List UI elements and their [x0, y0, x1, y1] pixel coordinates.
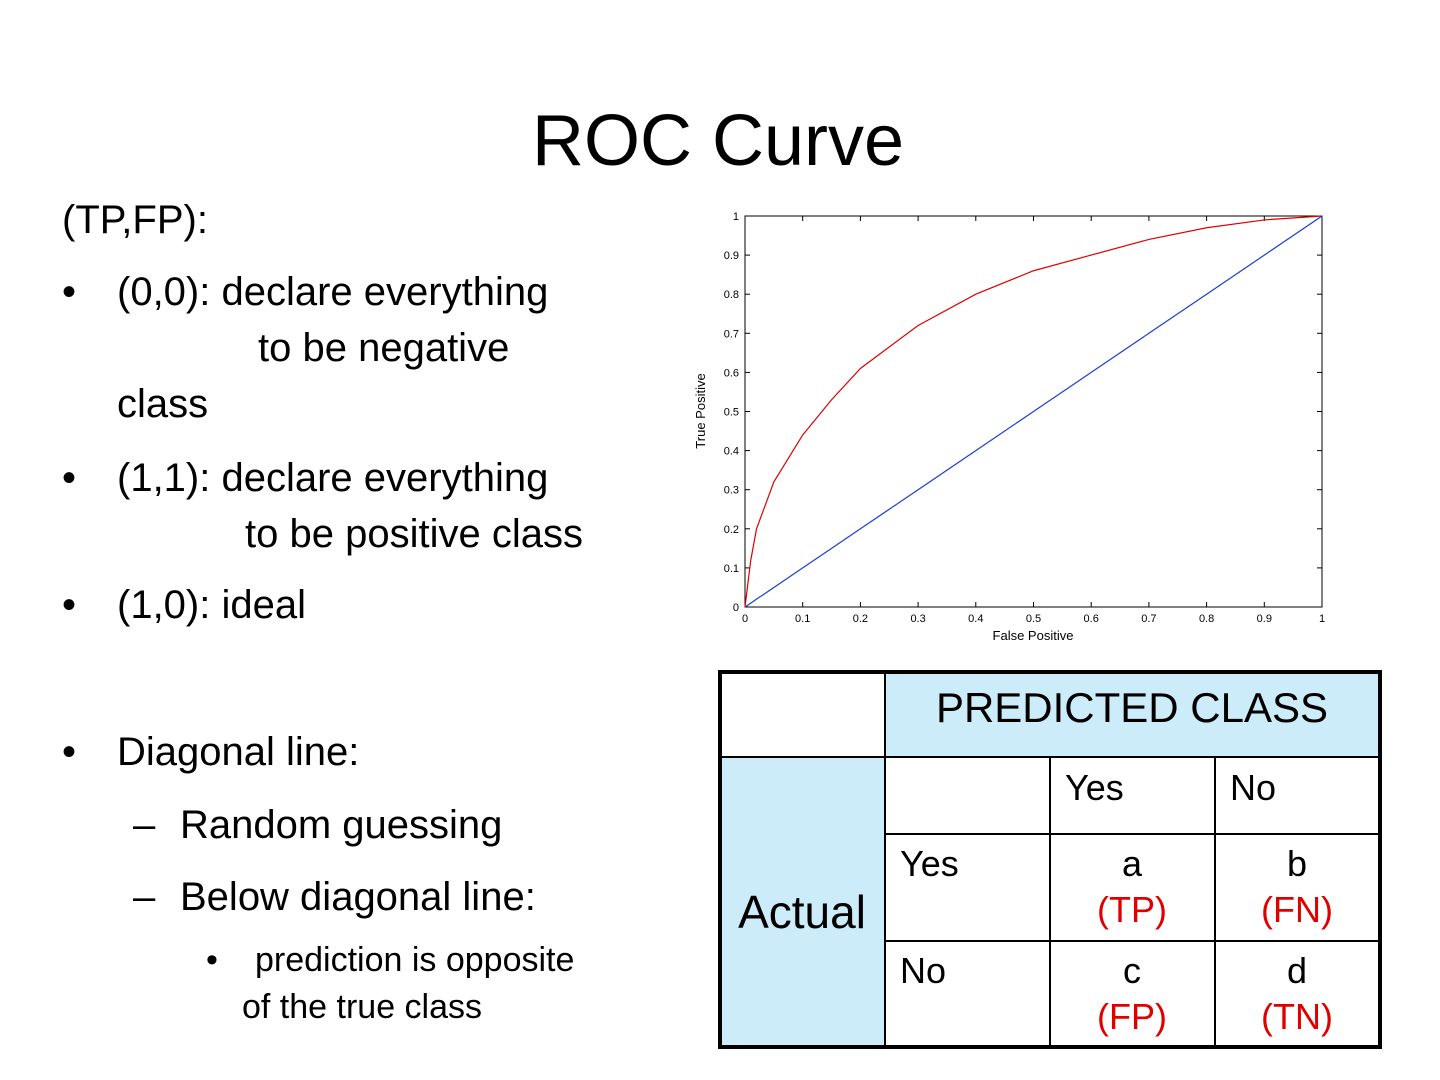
y-tick-label: 0.7	[724, 328, 739, 340]
row-header: Actual	[738, 886, 866, 938]
table-header: PREDICTED CLASS	[936, 684, 1328, 731]
row-label: No	[900, 950, 946, 991]
y-axis-label: True Positive	[693, 373, 708, 448]
y-tick-label: 0.2	[724, 524, 739, 536]
sub-bullet-text: Random guessing	[180, 803, 502, 847]
confusion-table: PREDICTED CLASS Actual Yes No Yes No a (…	[718, 670, 1382, 1049]
row-label: Yes	[900, 843, 959, 884]
series-line	[744, 215, 1323, 608]
y-tick-label: 0.9	[724, 250, 739, 262]
y-tick-label: 1	[733, 211, 739, 223]
x-axis-label: False Positive	[993, 628, 1074, 643]
table-lines	[720, 672, 1380, 1047]
y-tick-label: 0.5	[724, 407, 739, 419]
bullet-marker: •	[62, 456, 76, 500]
cell-letter: a	[1122, 843, 1143, 884]
y-tick-label: 0.4	[724, 446, 739, 458]
column-label: Yes	[1065, 767, 1124, 808]
bullet-text: (1,0): ideal	[117, 583, 306, 627]
sub-bullet-text: Below diagonal line:	[180, 875, 536, 919]
x-tick-label: 0.7	[1141, 613, 1156, 625]
row-header-cell	[720, 757, 885, 1047]
bullet-text: (1,1): declare everything	[117, 456, 548, 500]
series-line	[744, 215, 1323, 608]
bullet-text: to be negative	[258, 326, 509, 370]
table-border	[718, 670, 1382, 1049]
bullet-text: class	[117, 382, 208, 426]
y-tick-label: 0.3	[724, 485, 739, 497]
y-tick-label: 0	[733, 602, 739, 614]
header-cell	[885, 672, 1380, 757]
x-tick-label: 0.2	[853, 613, 868, 625]
x-tick-label: 0.5	[1026, 613, 1041, 625]
cell-letter: d	[1287, 950, 1307, 991]
cell-code: (TN)	[1261, 996, 1333, 1037]
sub-sub-marker: •	[206, 941, 218, 979]
cell-letter: b	[1287, 843, 1307, 884]
bullet-text: to be positive class	[245, 512, 583, 556]
bullet-marker: •	[62, 270, 76, 314]
cell-code: (TP)	[1097, 889, 1167, 930]
cell-code: (FP)	[1097, 996, 1167, 1037]
bullet-text: Diagonal line:	[117, 730, 359, 774]
x-tick-label: 0.3	[910, 613, 925, 625]
y-tick-label: 0.1	[724, 563, 739, 575]
x-tick-label: 0.8	[1199, 613, 1214, 625]
x-tick-label: 1	[1319, 613, 1325, 625]
bullet-marker: •	[62, 730, 76, 774]
x-tick-label: 0.6	[1084, 613, 1099, 625]
sub-bullet-marker: –	[133, 803, 156, 847]
sub-sub-text: of the true class	[242, 988, 482, 1026]
intro: (TP,FP):	[62, 198, 208, 242]
x-tick-label: 0	[742, 613, 748, 625]
bullet-marker: •	[62, 583, 76, 627]
y-tick-label: 0.8	[724, 289, 739, 301]
bullet-text: (0,0): declare everything	[117, 270, 548, 314]
x-tick-label: 0.4	[968, 613, 983, 625]
cell-code: (FN)	[1261, 889, 1333, 930]
cell-letter: c	[1123, 950, 1141, 991]
y-tick-label: 0.6	[724, 367, 739, 379]
x-tick-label: 0.9	[1257, 613, 1272, 625]
column-label: No	[1230, 767, 1276, 808]
sub-sub-text: prediction is opposite	[255, 941, 574, 979]
slide-title: ROC Curve	[532, 101, 904, 181]
sub-bullet-marker: –	[133, 875, 156, 919]
x-tick-label: 0.1	[795, 613, 810, 625]
